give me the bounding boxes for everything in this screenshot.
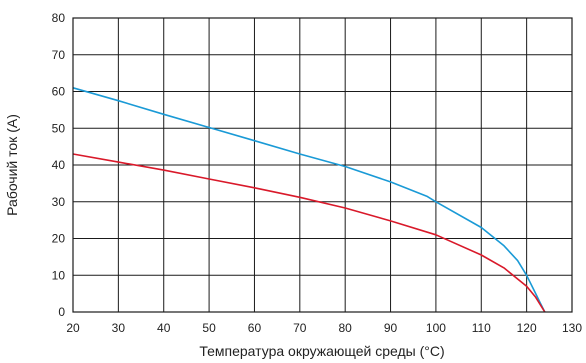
x-tick-label: 110 (472, 321, 491, 335)
series-line-1 (72, 87, 546, 313)
y-tick-label: 40 (52, 158, 66, 172)
x-tick-label: 50 (202, 321, 216, 335)
x-axis-ticks: 20 30 40 50 60 70 80 90 100 110 120 130 (66, 321, 582, 335)
x-tick-label: 60 (248, 321, 262, 335)
y-tick-label: 10 (52, 268, 66, 282)
plot-frame (72, 17, 573, 313)
x-tick-label: 20 (66, 321, 80, 335)
x-tick-label: 130 (562, 321, 582, 335)
x-tick-label: 90 (384, 321, 398, 335)
x-tick-label: 80 (339, 321, 353, 335)
y-tick-label: 50 (52, 121, 66, 135)
x-axis-title: Температура окружающей среды (°C) (199, 343, 444, 359)
x-tick-label: 70 (293, 321, 307, 335)
y-tick-label: 20 (52, 232, 66, 246)
y-tick-label: 60 (52, 85, 66, 99)
y-tick-label: 30 (52, 195, 66, 209)
y-tick-label: 0 (58, 305, 65, 319)
y-tick-label: 70 (52, 48, 66, 62)
x-tick-label: 120 (517, 321, 537, 335)
x-tick-label: 100 (426, 321, 446, 335)
y-axis-ticks: 0 10 20 30 40 50 60 70 80 (52, 11, 66, 319)
x-tick-label: 30 (112, 321, 126, 335)
x-tick-label: 40 (157, 321, 171, 335)
series-layer (72, 87, 546, 313)
series-line-2 (72, 153, 546, 313)
y-tick-label: 80 (52, 11, 66, 25)
grid-lines (72, 17, 573, 313)
y-axis-title: Рабочий ток (A) (4, 114, 20, 216)
